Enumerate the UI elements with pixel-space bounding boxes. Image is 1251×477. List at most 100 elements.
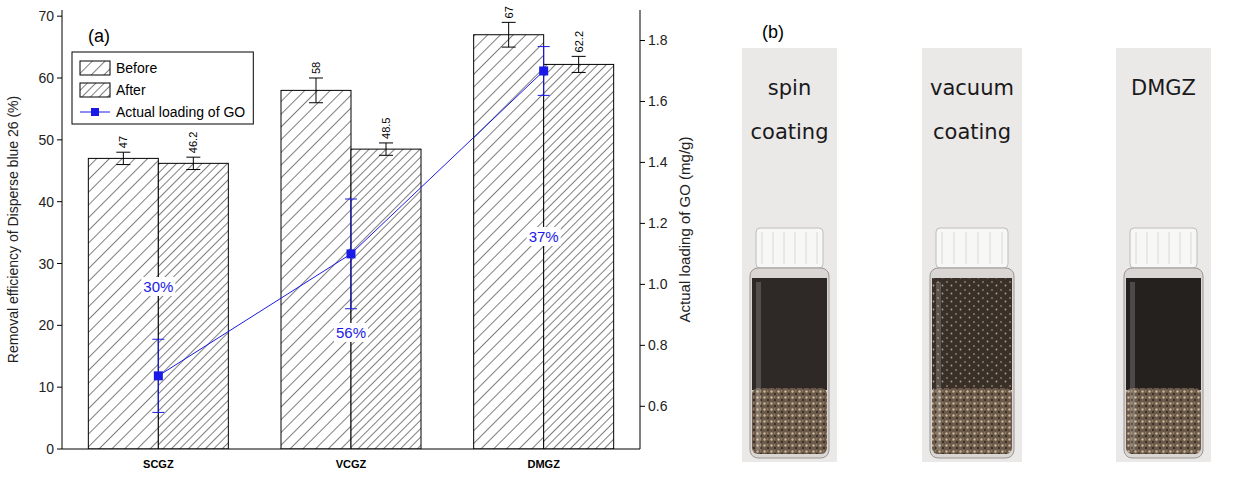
cap-rib bbox=[1002, 232, 1003, 264]
data-label: 62.2 bbox=[573, 31, 585, 52]
vial-glass bbox=[1124, 268, 1203, 458]
y-tick bbox=[57, 139, 62, 140]
error-cap bbox=[116, 152, 130, 153]
legend-box bbox=[72, 52, 253, 124]
legend: BeforeAfterActual loading of GO bbox=[72, 52, 253, 124]
error-cap bbox=[116, 164, 130, 165]
vial-photo: DMGZ bbox=[1116, 48, 1211, 462]
error-cap bbox=[379, 142, 393, 143]
data-label: 67 bbox=[503, 6, 515, 18]
y-tick-label: 40 bbox=[38, 194, 54, 210]
data-label: 46.2 bbox=[187, 132, 199, 153]
photo-ground bbox=[742, 48, 837, 462]
y2-tick-label: 0.6 bbox=[648, 398, 668, 414]
x-tick-label: SCGZ bbox=[143, 458, 174, 470]
y-tick bbox=[57, 449, 62, 450]
y2-tick bbox=[640, 345, 645, 346]
cap-rib bbox=[954, 232, 955, 264]
cap-rib bbox=[806, 232, 807, 264]
y-tick bbox=[57, 16, 62, 17]
y-tick-label: 70 bbox=[38, 8, 54, 24]
cap-rib bbox=[990, 232, 991, 264]
error-cap bbox=[345, 308, 357, 309]
vial-liquid bbox=[1126, 278, 1201, 390]
vial-label-line: DMGZ bbox=[1131, 76, 1196, 100]
y2-tick bbox=[640, 284, 645, 285]
y-tick-label: 0 bbox=[46, 441, 54, 457]
y2-tick bbox=[640, 101, 645, 102]
annotation: 37% bbox=[529, 228, 559, 245]
error-stem bbox=[193, 157, 194, 169]
y-tick bbox=[57, 78, 62, 79]
error-cap bbox=[309, 102, 323, 103]
vial-photo: spin coating bbox=[742, 48, 837, 462]
y-tick bbox=[57, 387, 62, 388]
vial-label-line: coating bbox=[751, 120, 829, 144]
bar bbox=[158, 163, 228, 449]
panel-label: (b) bbox=[762, 22, 784, 42]
y2-tick-label: 1.4 bbox=[648, 154, 668, 170]
vial-glass bbox=[930, 268, 1014, 458]
error-cap bbox=[572, 56, 586, 57]
vial-cap bbox=[756, 228, 823, 268]
error-cap bbox=[502, 22, 516, 23]
y2-tick-label: 1.0 bbox=[648, 276, 668, 292]
y-tick bbox=[57, 325, 62, 326]
bar bbox=[351, 149, 421, 449]
cap-rib bbox=[795, 232, 796, 264]
y-tick bbox=[57, 201, 62, 202]
bar bbox=[544, 64, 614, 449]
cap-rib bbox=[966, 232, 967, 264]
y2-tick-label: 0.8 bbox=[648, 337, 668, 353]
y-tick-label: 20 bbox=[38, 317, 54, 333]
data-label: 47 bbox=[117, 136, 129, 148]
error-cap bbox=[538, 95, 550, 96]
y2-tick-label: 1.8 bbox=[648, 32, 668, 48]
bar bbox=[281, 90, 351, 449]
cap-rib bbox=[784, 232, 785, 264]
error-cap bbox=[345, 199, 357, 200]
cap-rib bbox=[1180, 232, 1181, 264]
legend-label: After bbox=[116, 82, 146, 98]
y-tick-label: 60 bbox=[38, 70, 54, 86]
error-cap bbox=[152, 412, 164, 413]
y-tick-label: 50 bbox=[38, 132, 54, 148]
error-cap bbox=[186, 169, 200, 170]
y-axis-title: Removal efficiency of Disperse blue 26 (… bbox=[5, 96, 21, 363]
y-tick-label: 30 bbox=[38, 256, 54, 272]
error-stem bbox=[578, 56, 579, 72]
marker bbox=[347, 249, 356, 258]
error-stem bbox=[386, 143, 387, 155]
data-label: 48.5 bbox=[380, 118, 392, 139]
error-bar bbox=[502, 22, 516, 47]
vial-sediment bbox=[1126, 388, 1201, 454]
vial-photo: vacuum coating bbox=[922, 48, 1022, 462]
vial-label: vacuum coating bbox=[930, 76, 1014, 144]
y2-tick-label: 1.6 bbox=[648, 93, 668, 109]
y-tick-label: 10 bbox=[38, 379, 54, 395]
photo-ground bbox=[922, 48, 1022, 462]
error-cap bbox=[572, 72, 586, 73]
photo-ground bbox=[1116, 48, 1211, 462]
legend-swatch bbox=[91, 108, 99, 116]
vial-label-line: coating bbox=[933, 120, 1011, 144]
vial-cap bbox=[936, 228, 1008, 268]
cap-rib bbox=[978, 232, 979, 264]
error-cap bbox=[502, 47, 516, 48]
error-stem bbox=[508, 22, 509, 47]
annotation-patch bbox=[527, 227, 561, 246]
vial-label-line: vacuum bbox=[930, 76, 1014, 100]
legend-swatch bbox=[80, 61, 110, 75]
vial-liquid bbox=[932, 278, 1012, 390]
error-cap bbox=[538, 46, 550, 47]
cap-rib bbox=[1147, 232, 1148, 264]
vial-label-line: spin bbox=[768, 76, 811, 100]
vial-liquid bbox=[752, 278, 827, 390]
vial-sediment bbox=[752, 388, 827, 454]
x-tick-label: VCGZ bbox=[336, 458, 367, 470]
y2-axis-title: Actual loading of GO (mg/g) bbox=[676, 137, 693, 323]
cap-rib bbox=[773, 232, 774, 264]
cap-rib bbox=[817, 232, 818, 264]
vial-label: spin coating bbox=[751, 76, 829, 144]
legend-swatch bbox=[80, 83, 110, 97]
